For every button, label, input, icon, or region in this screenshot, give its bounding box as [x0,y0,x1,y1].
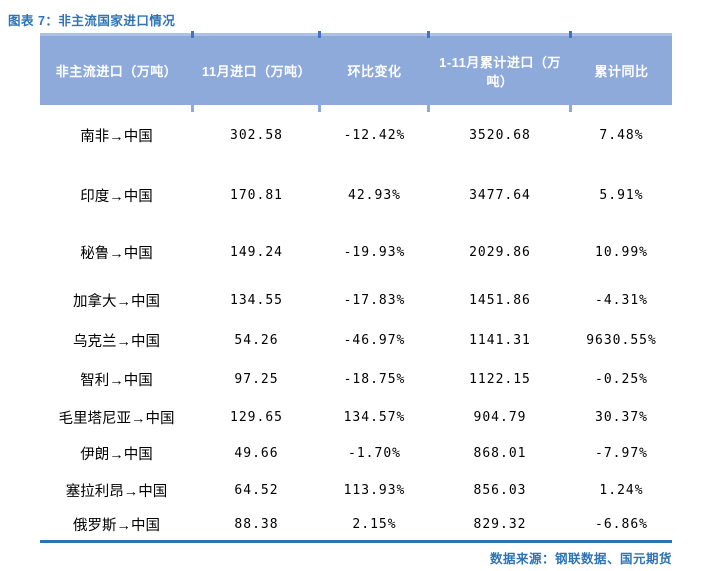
cell-route: 智利→中国 [80,373,153,389]
cell-cumulative-import: 1451.86 [469,293,531,308]
cell-nov-import: 49.66 [234,446,279,461]
cell-yoy-change: 9630.55% [586,333,657,348]
cell-mom-change: -19.93% [343,245,406,260]
column-divider-tick [318,31,321,38]
column-divider-tick [569,31,572,38]
cell-cumulative-import: 1122.15 [469,372,531,387]
table-row: 乌克兰→中国 54.26 -46.97% 1141.31 9630.55% [40,321,672,360]
cell-route: 乌克兰→中国 [73,334,160,350]
table-body: 南非→中国 302.58 -12.42% 3520.68 7.48% 印度→中国… [40,105,672,540]
cell-route: 俄罗斯→中国 [73,517,160,534]
header-cumulative-import: 1-11月累计进口（万吨） [439,54,561,89]
cell-yoy-change: -6.86% [595,516,648,532]
cell-route: 南非→中国 [80,129,153,145]
cell-mom-change: -17.83% [343,293,406,308]
table-header-row: 非主流进口（万吨） 11月进口（万吨） 环比变化 1-11月累计进口（万吨） 累… [40,36,672,105]
cell-cumulative-import: 3520.68 [469,128,531,143]
column-divider-tick [569,105,572,112]
cell-mom-change: 42.93% [348,188,401,203]
table-row: 加拿大→中国 134.55 -17.83% 1451.86 -4.31% [40,280,672,321]
cell-yoy-change: 7.48% [599,128,644,143]
column-divider-tick [318,105,321,112]
header-nov-import: 11月进口（万吨） [201,64,312,79]
table-row: 秘鲁→中国 149.24 -19.93% 2029.86 10.99% [40,225,672,280]
header-route: 非主流进口（万吨） [55,64,178,79]
cell-route: 秘鲁→中国 [80,246,153,262]
cell-route: 塞拉利昂→中国 [65,483,168,500]
table-bottom-border [40,540,672,543]
table-row: 伊朗→中国 49.66 -1.70% 868.01 -7.97% [40,435,672,472]
cell-yoy-change: 30.37% [595,409,648,425]
cell-nov-import: 54.26 [234,333,279,348]
column-divider-tick [191,31,194,38]
cell-mom-change: -12.42% [343,128,406,143]
column-divider-tick [427,105,430,112]
figure-caption: 图表 7：非主流国家进口情况 [8,14,176,28]
cell-nov-import: 134.55 [230,293,283,308]
table-row: 毛里塔尼亚→中国 129.65 134.57% 904.79 30.37% [40,399,672,435]
table-top-border [40,31,672,38]
cell-cumulative-import: 2029.86 [469,245,531,260]
cell-cumulative-import: 829.32 [473,516,527,532]
cell-cumulative-import: 3477.64 [469,188,531,203]
cell-route: 毛里塔尼亚→中国 [58,410,175,427]
cell-cumulative-import: 856.03 [473,482,527,498]
cell-route: 印度→中国 [80,189,153,205]
header-yoy-change: 累计同比 [594,64,649,79]
cell-yoy-change: -7.97% [595,446,648,461]
import-table: 非主流进口（万吨） 11月进口（万吨） 环比变化 1-11月累计进口（万吨） 累… [40,31,672,543]
cell-nov-import: 64.52 [234,482,279,498]
cell-cumulative-import: 1141.31 [469,333,531,348]
cell-mom-change: -1.70% [348,446,401,461]
cell-nov-import: 129.65 [230,409,283,425]
cell-yoy-change: 10.99% [595,245,648,260]
cell-nov-import: 149.24 [230,245,283,260]
table-row: 塞拉利昂→中国 64.52 113.93% 856.03 1.24% [40,472,672,508]
cell-nov-import: 88.38 [234,516,279,532]
cell-nov-import: 170.81 [230,188,283,203]
column-divider-tick [191,105,194,112]
cell-cumulative-import: 868.01 [473,446,527,461]
table-row: 俄罗斯→中国 88.38 2.15% 829.32 -6.86% [40,508,672,540]
data-source: 数据来源：钢联数据、国元期货 [489,552,672,566]
cell-mom-change: 113.93% [343,482,406,498]
cell-yoy-change: 1.24% [599,482,644,498]
header-mom-change: 环比变化 [347,64,402,79]
cell-mom-change: -46.97% [343,333,406,348]
cell-yoy-change: -4.31% [595,293,648,308]
cell-mom-change: 134.57% [343,409,406,425]
cell-mom-change: -18.75% [343,372,406,387]
column-divider-tick [427,31,430,38]
cell-yoy-change: 5.91% [599,188,644,203]
cell-route: 加拿大→中国 [73,294,160,310]
table-row: 印度→中国 170.81 42.93% 3477.64 5.91% [40,166,672,225]
cell-nov-import: 97.25 [234,372,279,387]
cell-route: 伊朗→中国 [80,447,153,463]
table-row: 南非→中国 302.58 -12.42% 3520.68 7.48% [40,105,672,166]
cell-mom-change: 2.15% [352,516,397,532]
cell-yoy-change: -0.25% [595,372,648,387]
table-row: 智利→中国 97.25 -18.75% 1122.15 -0.25% [40,360,672,399]
cell-cumulative-import: 904.79 [473,409,527,425]
cell-nov-import: 302.58 [230,128,283,143]
